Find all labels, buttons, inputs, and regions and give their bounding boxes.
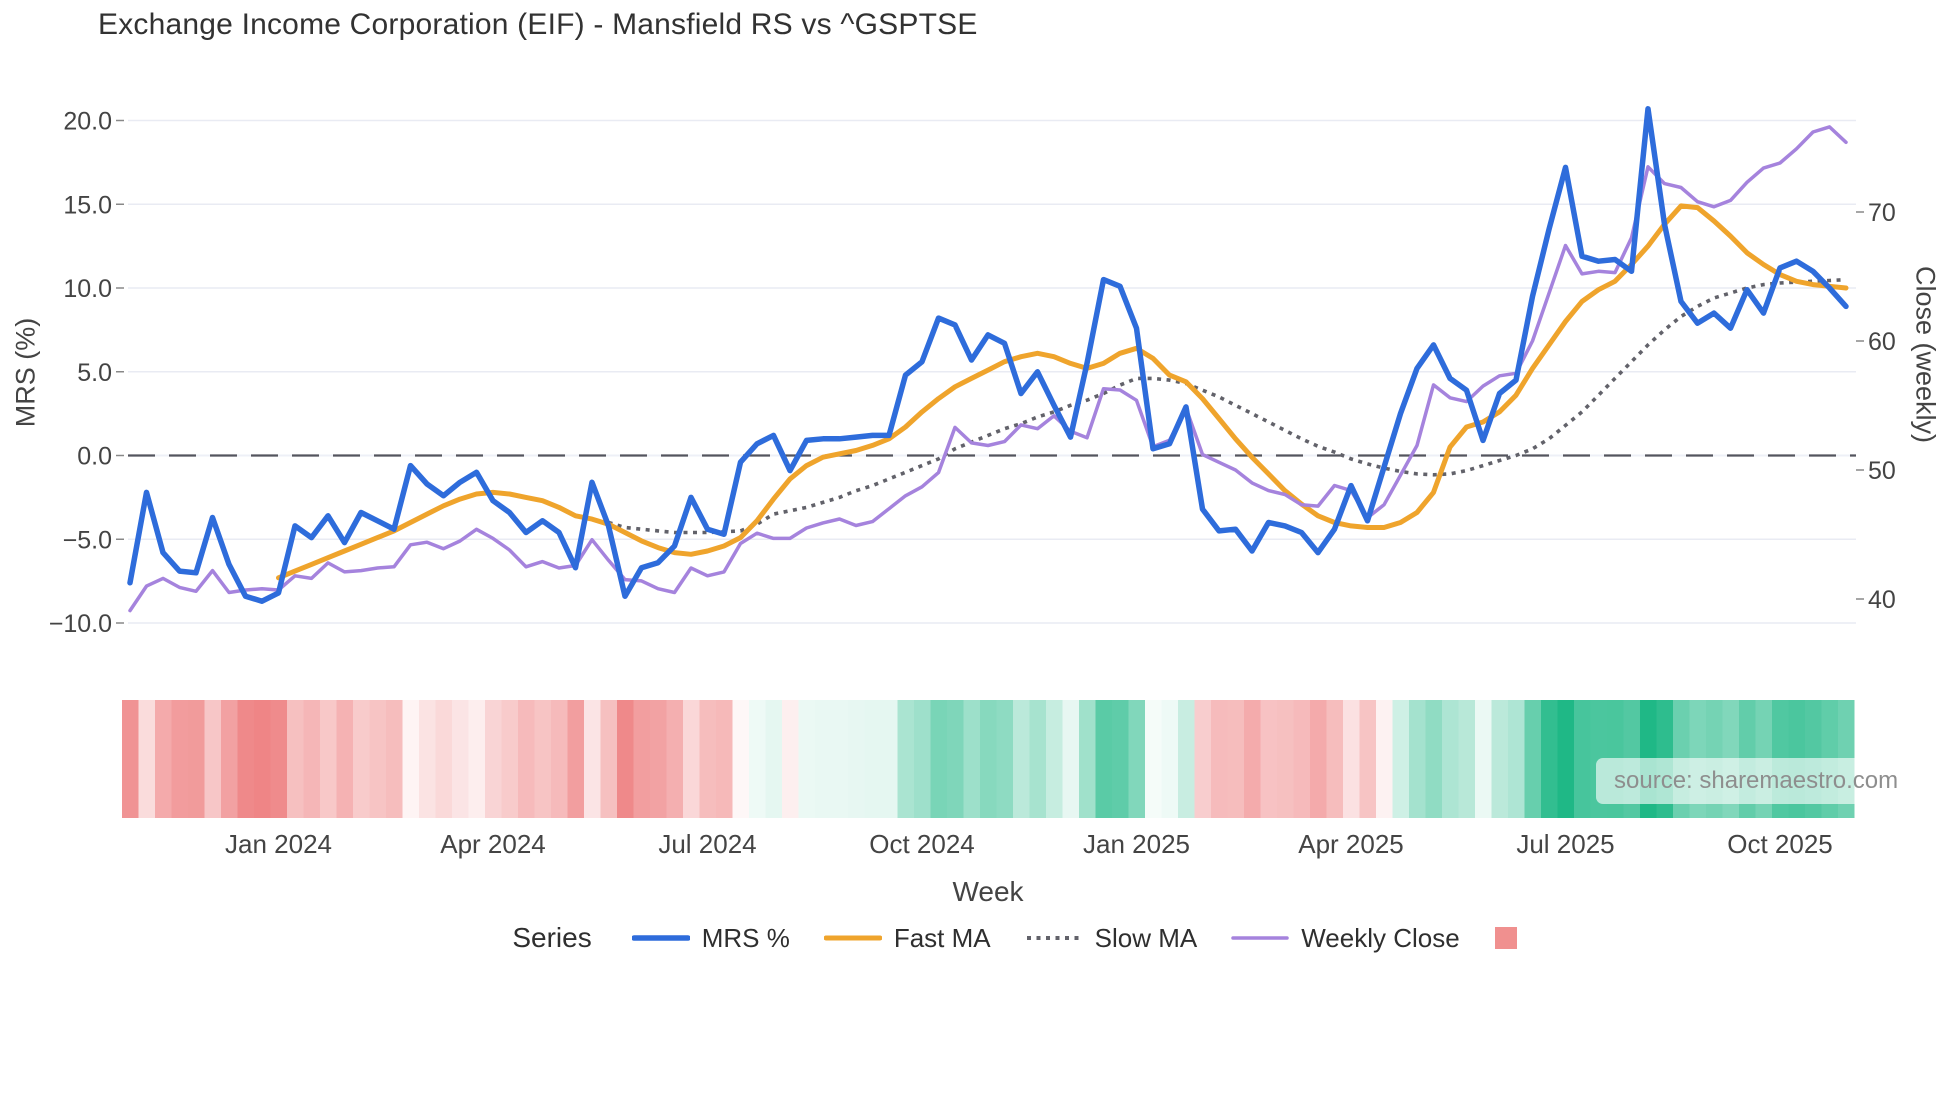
legend-item-fast-ma[interactable]: Fast MA [823, 922, 991, 954]
line-swatch-icon [823, 935, 882, 941]
legend: Series MRS % Fast MA Slow MA Weekly Close [0, 922, 1960, 954]
y-right-tick-label: 60 [1868, 328, 1896, 356]
gridlines: 20.0 15.0 10.0 5.0 0.0 −5.0 −10.0 70 60 50 40 [49, 108, 1896, 639]
y-right-axis-title: Close (weekly) [1910, 265, 1941, 444]
legend-item-mrs-[interactable]: MRS % [631, 922, 790, 954]
legend-item-slow-ma[interactable]: Slow MA [1025, 922, 1198, 954]
x-tick-label: Oct 2025 [1727, 829, 1833, 859]
series-line-fast-ma [276, 203, 1849, 581]
y-left-tick-label: 10.0 [63, 275, 112, 303]
plot-area[interactable]: 20.0 15.0 10.0 5.0 0.0 −5.0 −10.0 70 60 50 40 Jan 2… [0, 0, 1960, 910]
x-tick-label: Jul 2025 [1516, 829, 1614, 859]
legend-item-label: Fast MA [893, 922, 991, 953]
y-left-tick-label: −10.0 [49, 610, 112, 638]
x-tick-label: Jan 2024 [225, 829, 332, 859]
legend-item-label: MRS % [701, 922, 790, 953]
legend-item-heatmap[interactable] [1494, 926, 1518, 950]
series-line-weekly-close [128, 125, 1848, 613]
legend-title: Series [512, 922, 592, 953]
y-right-tick-label: 50 [1868, 457, 1896, 485]
y-left-tick-label: 15.0 [63, 191, 112, 219]
x-tick-label: Apr 2025 [1298, 829, 1404, 859]
y-right-tick-label: 70 [1868, 199, 1896, 227]
y-left-tick-label: −5.0 [63, 526, 112, 554]
x-axis-title: Week [952, 876, 1024, 907]
x-tick-label: Jul 2024 [658, 829, 756, 859]
y-right-tick-label: 40 [1868, 586, 1896, 614]
x-tick-label: Oct 2024 [869, 829, 975, 859]
line-swatch-icon [1231, 936, 1289, 940]
heatmap-strip [121, 700, 1855, 818]
line-swatch-icon [1026, 936, 1081, 940]
line-swatch-icon [631, 935, 690, 941]
heatmap-swatch-icon [1494, 927, 1517, 949]
y-left-axis-title: MRS (%) [10, 317, 41, 428]
x-tick-label: Jan 2025 [1083, 829, 1190, 859]
source-note: source: sharemaestro.com [1596, 758, 1917, 804]
series-line-mrs- [127, 106, 1849, 604]
y-left-tick-label: 0.0 [77, 443, 112, 471]
chart-title: Exchange Income Corporation (EIF) - Mans… [98, 8, 978, 41]
series-line-slow-ma [607, 277, 1847, 535]
legend-item-label: Slow MA [1094, 922, 1198, 953]
y-left-tick-label: 20.0 [63, 108, 112, 136]
y-left-tick-label: 5.0 [77, 359, 112, 387]
legend-item-label: Weekly Close [1301, 922, 1460, 953]
x-tick-label: Apr 2024 [440, 829, 546, 859]
legend-item-weekly-close[interactable]: Weekly Close [1231, 922, 1460, 954]
